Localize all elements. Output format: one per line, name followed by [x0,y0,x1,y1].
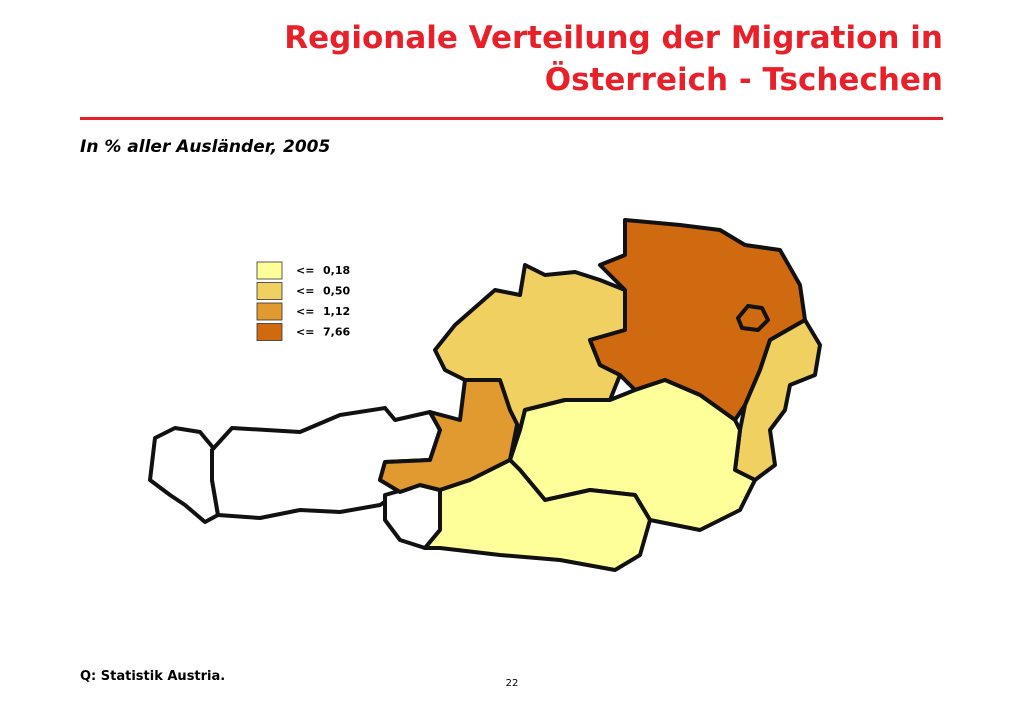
source: Q: Statistik Austria. [80,669,226,684]
legend-label: 0,50 [323,285,350,298]
legend-label: 7,66 [323,326,350,339]
legend-label: 0,18 [323,264,350,277]
legend-operator: <= [296,285,314,298]
legend-swatch [256,261,283,280]
legend-swatch [256,323,283,341]
region [423,458,652,572]
title: Regionale Verteilung der Migration in [284,20,943,56]
legend-operator: <= [296,326,314,339]
region [733,318,822,482]
page-number: 22 [505,678,519,689]
austria-map [148,218,822,572]
legend: <= 0,18 <= 0,50 <= 1,12 <= 7,66 [256,261,350,341]
legend-operator: <= [296,305,314,318]
region [148,426,220,524]
legend-label: 1,12 [323,305,350,318]
title: Österreich - Tschechen [544,62,943,98]
legend-operator: <= [296,264,314,277]
subtitle: In % aller Ausländer, 2005 [80,137,331,157]
legend-swatch [256,302,283,321]
legend-swatch [256,282,283,300]
title-rule [80,117,943,120]
region [736,304,770,332]
